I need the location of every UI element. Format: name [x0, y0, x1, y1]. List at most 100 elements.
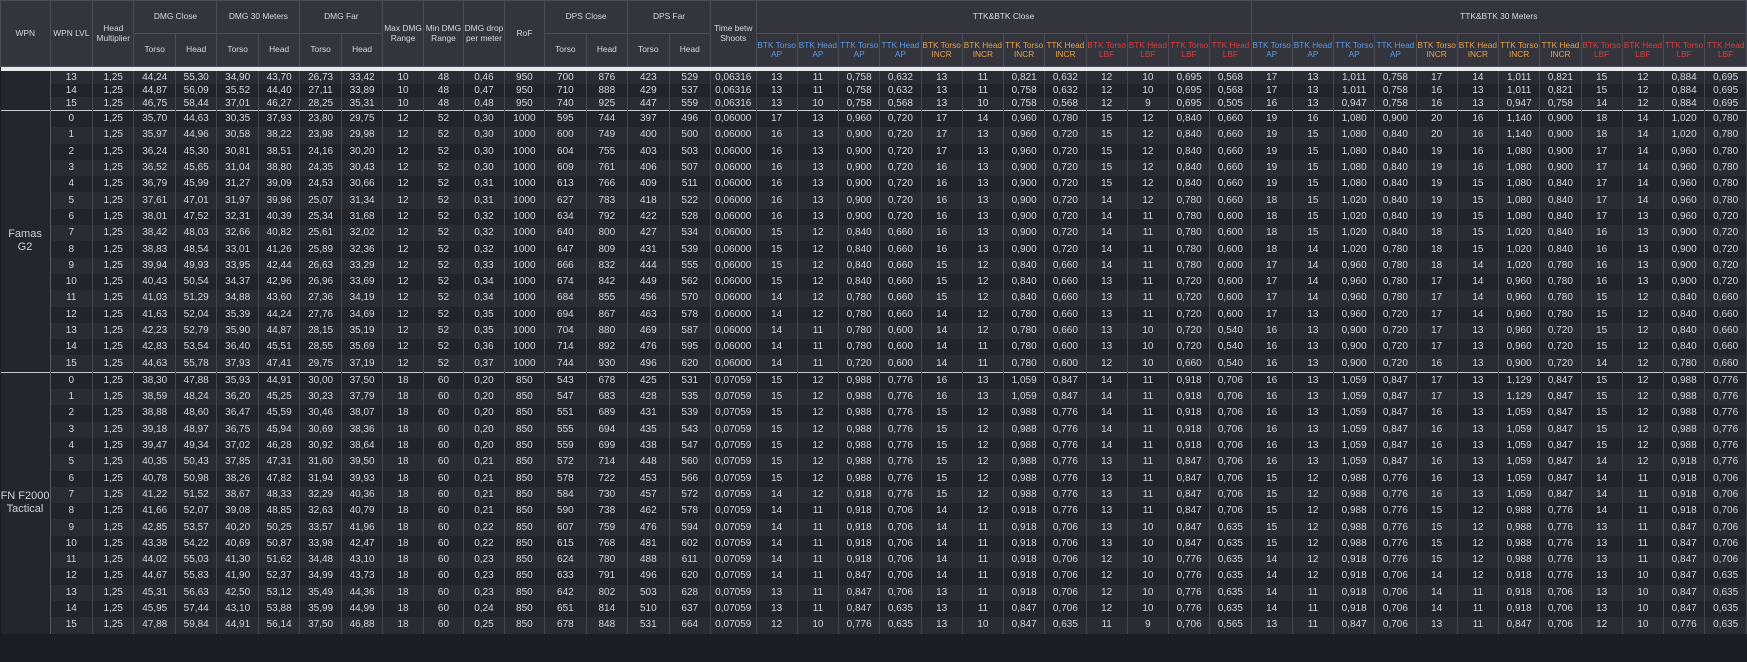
table-cell[interactable]: 60: [423, 421, 465, 438]
table-cell[interactable]: 0,847: [1539, 421, 1582, 438]
table-row[interactable]: 2 1,25 36,24 45,30 30,81 38,51 24,16 30,20 12 52 0…: [1, 143, 1747, 160]
table-cell[interactable]: 0,706: [1044, 552, 1087, 569]
table-cell[interactable]: 14: [1622, 159, 1665, 177]
table-cell[interactable]: 12: [382, 322, 424, 340]
subheader-ttk-30m-9[interactable]: BTK Head LBF: [1621, 33, 1665, 67]
table-cell[interactable]: 0,568: [1044, 97, 1087, 111]
table-cell[interactable]: 10: [1127, 519, 1170, 536]
table-row[interactable]: 1 1,25 38,59 48,24 36,20 45,25 30,23 37,79 18 60 0…: [1, 389, 1747, 406]
table-cell[interactable]: 0,847: [1539, 454, 1582, 471]
table-cell[interactable]: 13: [50, 322, 94, 340]
table-cell[interactable]: 444: [627, 257, 670, 274]
table-cell[interactable]: 422: [627, 208, 670, 226]
table-cell[interactable]: 0,988: [1333, 519, 1376, 536]
table-cell[interactable]: 37,61: [133, 192, 176, 209]
table-cell[interactable]: 0,776: [1374, 503, 1417, 520]
table-cell[interactable]: 1,011: [1498, 84, 1541, 97]
table-cell[interactable]: 689: [586, 405, 629, 422]
table-cell[interactable]: 0,660: [1044, 257, 1087, 274]
table-cell[interactable]: 0,706: [1044, 535, 1087, 553]
table-cell[interactable]: 38,67: [216, 486, 259, 504]
table-cell[interactable]: 0,776: [1168, 600, 1211, 618]
table-cell[interactable]: 0,706: [1044, 584, 1087, 601]
weapon-name-cell[interactable]: Famas G2: [0, 110, 51, 373]
subheader-ttk-close-7[interactable]: TTK Head INCR: [1044, 33, 1087, 67]
table-cell[interactable]: 49,34: [175, 437, 218, 455]
table-cell[interactable]: 45,25: [258, 389, 301, 406]
table-cell[interactable]: 15: [1581, 371, 1623, 390]
table-cell[interactable]: 0,706: [1209, 470, 1252, 487]
table-cell[interactable]: 1,020: [1663, 110, 1706, 128]
table-cell[interactable]: 37,50: [299, 617, 342, 634]
table-cell[interactable]: 0,07059: [710, 421, 757, 438]
table-cell[interactable]: 1000: [504, 192, 546, 209]
table-cell[interactable]: 35,90: [216, 322, 259, 340]
table-row[interactable]: 14 1,25 45,95 57,44 43,10 53,88 35,99 44,99 18 60…: [1, 600, 1747, 618]
table-cell[interactable]: 0,30: [463, 143, 505, 160]
table-cell[interactable]: 0: [50, 371, 94, 390]
table-cell[interactable]: 507: [669, 159, 712, 177]
table-cell[interactable]: 15: [1457, 176, 1500, 193]
table-cell[interactable]: 13: [1292, 71, 1335, 84]
table-cell[interactable]: 12: [797, 486, 840, 504]
table-cell[interactable]: 13: [962, 389, 1005, 406]
table-cell[interactable]: 0,720: [1539, 355, 1582, 373]
table-cell[interactable]: 1000: [504, 306, 546, 323]
subheader-ttk-close-9[interactable]: BTK Head LBF: [1126, 33, 1170, 67]
table-cell[interactable]: 15: [1581, 306, 1623, 323]
table-cell[interactable]: 0,706: [1704, 470, 1747, 487]
table-row[interactable]: 12 1,25 41,63 52,04 35,39 44,24 27,76 34,69 12 52…: [1, 306, 1747, 323]
table-cell[interactable]: 0,960: [1003, 110, 1046, 128]
table-cell[interactable]: 40,39: [258, 208, 301, 226]
table-cell[interactable]: 13: [962, 127, 1005, 144]
table-cell[interactable]: 14: [1086, 208, 1128, 226]
table-cell[interactable]: 0,780: [1539, 290, 1582, 307]
table-cell[interactable]: 0,21: [463, 503, 505, 520]
table-cell[interactable]: 32,36: [341, 241, 384, 258]
table-cell[interactable]: 39,08: [216, 503, 259, 520]
table-cell[interactable]: 17: [1416, 71, 1458, 84]
table-cell[interactable]: 578: [669, 503, 712, 520]
table-cell[interactable]: 11: [962, 519, 1005, 536]
table-cell[interactable]: 0,21: [463, 454, 505, 471]
table-cell[interactable]: 0,840: [1663, 306, 1706, 323]
table-cell[interactable]: 1,25: [92, 617, 135, 634]
table-cell[interactable]: 0,34: [463, 290, 505, 307]
table-cell[interactable]: 1000: [504, 290, 546, 307]
table-cell[interactable]: 0,780: [1374, 290, 1417, 307]
table-cell[interactable]: 0,900: [838, 208, 881, 226]
table-cell[interactable]: 56,63: [175, 584, 218, 601]
table-cell[interactable]: 11: [797, 519, 840, 536]
table-cell[interactable]: 48,24: [175, 389, 218, 406]
subheader-ttk-30m-7[interactable]: TTK Head INCR: [1539, 33, 1582, 67]
table-cell[interactable]: 431: [627, 241, 670, 258]
table-cell[interactable]: 1,059: [1333, 389, 1376, 406]
table-cell[interactable]: 44,87: [258, 322, 301, 340]
table-cell[interactable]: 0,06000: [710, 208, 757, 226]
table-cell[interactable]: 13: [1086, 470, 1128, 487]
table-cell[interactable]: 14: [1581, 355, 1623, 373]
table-cell[interactable]: 14: [921, 355, 963, 373]
table-cell[interactable]: 15: [50, 97, 94, 111]
table-cell[interactable]: 12: [962, 322, 1005, 340]
header-dps-close[interactable]: DPS Close: [544, 0, 629, 34]
table-cell[interactable]: 595: [544, 110, 587, 128]
table-cell[interactable]: 604: [544, 143, 587, 160]
table-cell[interactable]: 51,29: [175, 290, 218, 307]
table-cell[interactable]: 13: [756, 584, 798, 601]
table-cell[interactable]: 791: [586, 568, 629, 585]
table-cell[interactable]: 0,23: [463, 568, 505, 585]
table-cell[interactable]: 16: [1416, 421, 1458, 438]
table-cell[interactable]: 12: [797, 225, 840, 242]
table-cell[interactable]: 44,96: [175, 127, 218, 144]
table-cell[interactable]: 13: [1457, 97, 1500, 111]
table-cell[interactable]: 17: [1581, 159, 1623, 177]
table-cell[interactable]: 18: [382, 470, 424, 487]
table-cell[interactable]: 60: [423, 535, 465, 553]
table-cell[interactable]: 0,06000: [710, 159, 757, 177]
table-cell[interactable]: 802: [586, 584, 629, 601]
table-cell[interactable]: 12: [962, 421, 1005, 438]
table-cell[interactable]: 0,960: [1003, 127, 1046, 144]
table-cell[interactable]: 23,80: [299, 110, 342, 128]
table-cell[interactable]: 47,41: [258, 355, 301, 373]
